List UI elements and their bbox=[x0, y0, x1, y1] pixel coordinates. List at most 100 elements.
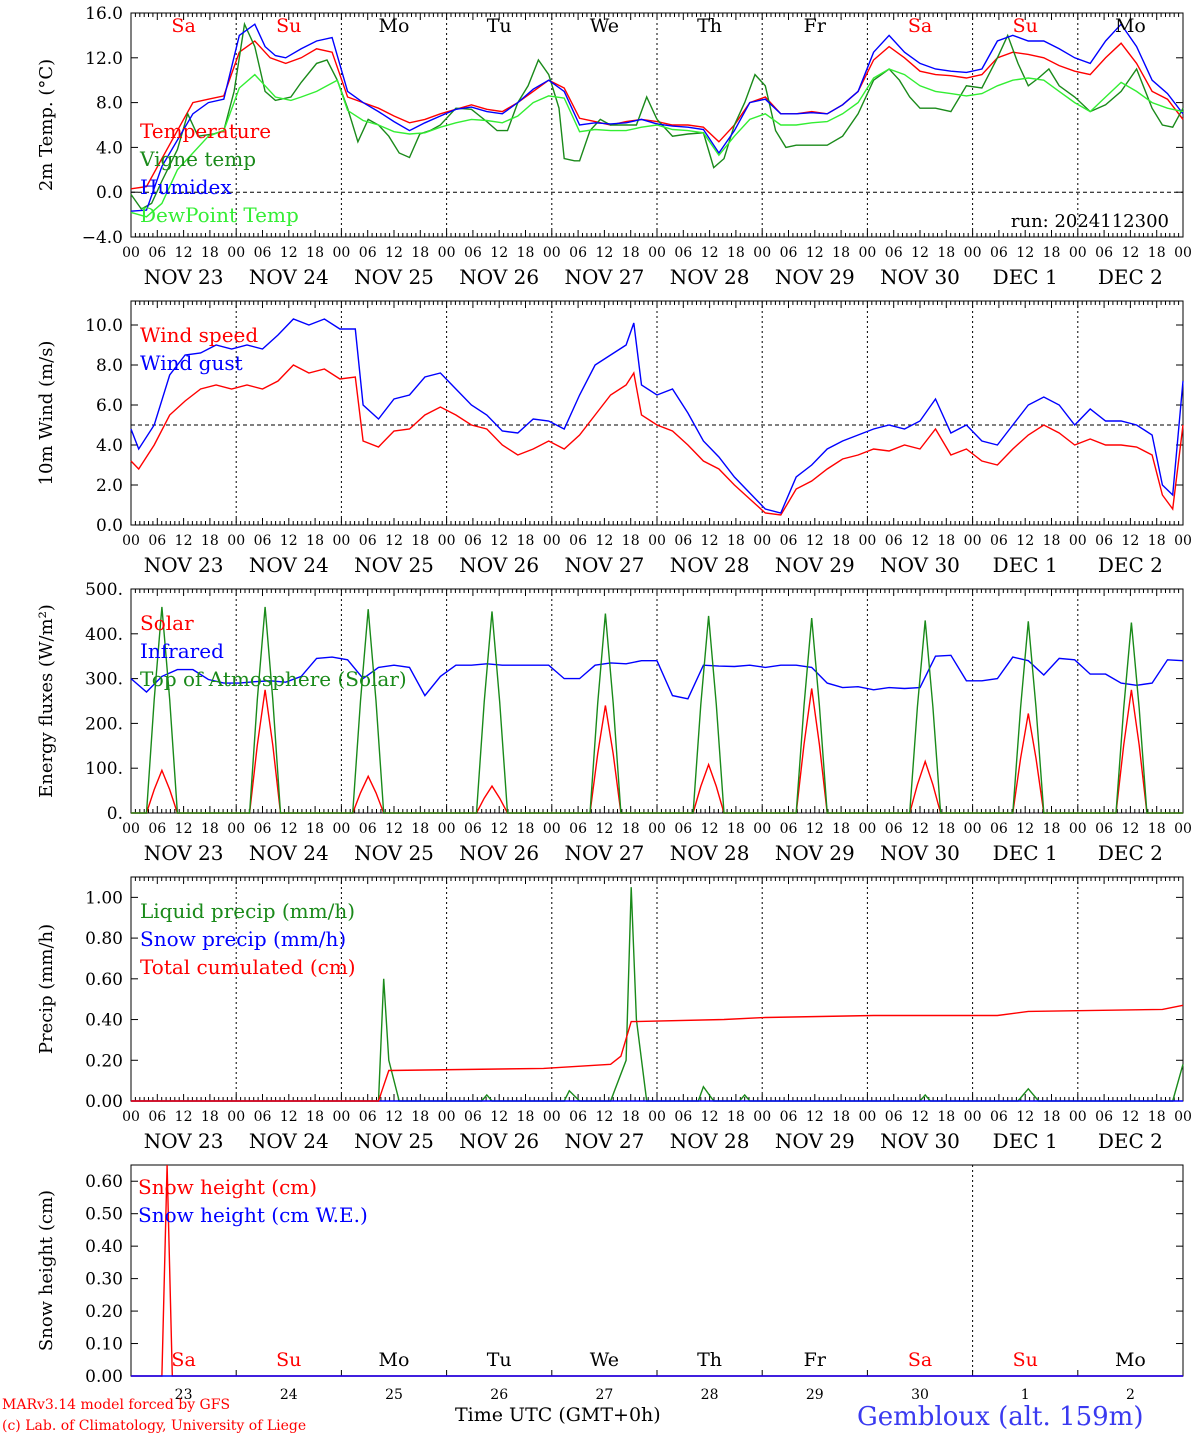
hour-tick-label: 06 bbox=[885, 821, 903, 837]
series-line bbox=[130, 318, 1184, 514]
y-tick-label: 8.0 bbox=[96, 94, 123, 114]
hour-tick-label: 12 bbox=[1121, 533, 1139, 549]
hour-tick-label: 06 bbox=[674, 1109, 692, 1125]
legend-entry: Wind speed bbox=[140, 323, 258, 347]
hour-tick-label: 18 bbox=[517, 533, 535, 549]
hour-tick-label: 18 bbox=[622, 821, 640, 837]
series-line bbox=[130, 40, 1184, 190]
hour-tick-label: 00 bbox=[1069, 245, 1087, 261]
hour-tick-label: 12 bbox=[911, 245, 929, 261]
date-label: NOV 29 bbox=[775, 1129, 855, 1153]
hour-tick-label: 00 bbox=[1174, 1109, 1192, 1125]
hour-tick-label: 06 bbox=[569, 1109, 587, 1125]
date-label: NOV 29 bbox=[775, 265, 855, 289]
hour-tick-label: 06 bbox=[674, 245, 692, 261]
date-label: NOV 28 bbox=[670, 265, 750, 289]
y-tick-label: 2.0 bbox=[96, 476, 123, 496]
hour-tick-label: 00 bbox=[858, 245, 876, 261]
legend-entry: Temperature bbox=[140, 119, 271, 143]
hour-tick-label: 00 bbox=[964, 533, 982, 549]
hour-tick-label: 00 bbox=[227, 1109, 245, 1125]
hour-tick-label: 00 bbox=[1069, 821, 1087, 837]
hour-tick-label: 00 bbox=[332, 1109, 350, 1125]
y-tick-label: 0.60 bbox=[85, 970, 123, 990]
date-label: NOV 23 bbox=[144, 1129, 224, 1153]
hour-tick-label: 12 bbox=[385, 533, 403, 549]
time-ticks bbox=[130, 589, 1184, 813]
hour-tick-label: 12 bbox=[1121, 1109, 1139, 1125]
hour-tick-label: 00 bbox=[753, 533, 771, 549]
hour-tick-label: 12 bbox=[595, 821, 613, 837]
hour-tick-label: 00 bbox=[753, 821, 771, 837]
weekday-label: Su bbox=[276, 1349, 301, 1371]
day-number-label: 23 bbox=[175, 1387, 193, 1403]
y-axis-label: 10m Wind (m/s) bbox=[36, 341, 57, 486]
hour-tick-label: 18 bbox=[727, 533, 745, 549]
hour-tick-label: 06 bbox=[464, 533, 482, 549]
hour-tick-label: 00 bbox=[543, 245, 561, 261]
hour-tick-label: 06 bbox=[254, 821, 272, 837]
hour-tick-label: 06 bbox=[464, 245, 482, 261]
hour-tick-label: 12 bbox=[595, 245, 613, 261]
hour-tick-label: 00 bbox=[753, 245, 771, 261]
y-tick-label: 0.30 bbox=[85, 1270, 123, 1290]
hour-tick-label: 18 bbox=[1148, 1109, 1166, 1125]
time-ticks bbox=[130, 13, 1184, 237]
hour-tick-label: 18 bbox=[201, 1109, 219, 1125]
hour-tick-label: 00 bbox=[1174, 533, 1192, 549]
y-tick-label: 100. bbox=[85, 759, 123, 779]
date-label: NOV 25 bbox=[354, 841, 434, 865]
hour-tick-label: 12 bbox=[806, 1109, 824, 1125]
hour-tick-label: 06 bbox=[990, 533, 1008, 549]
hour-tick-label: 06 bbox=[990, 245, 1008, 261]
hour-tick-label: 12 bbox=[1121, 821, 1139, 837]
hour-tick-label: 00 bbox=[1174, 245, 1192, 261]
weekday-label: Mo bbox=[1115, 1349, 1146, 1371]
hour-tick-label: 12 bbox=[1016, 245, 1034, 261]
hour-tick-label: 18 bbox=[201, 821, 219, 837]
hour-tick-label: 18 bbox=[1043, 533, 1061, 549]
y-tick-label: 0.20 bbox=[85, 1302, 123, 1322]
day-number-label: 2 bbox=[1126, 1387, 1135, 1403]
weekday-label: We bbox=[590, 15, 619, 37]
hour-tick-label: 12 bbox=[911, 1109, 929, 1125]
hour-tick-label: 06 bbox=[885, 1109, 903, 1125]
hour-tick-label: 06 bbox=[254, 533, 272, 549]
legend-entry: Snow height (cm W.E.) bbox=[138, 1203, 368, 1227]
panel-wind: 0.0 2.0 4.0 6.0 8.0 10.0 10m Wind (m/s) Wind sp… bbox=[36, 300, 1192, 577]
hour-tick-label: 06 bbox=[1095, 533, 1113, 549]
hour-tick-label: 00 bbox=[438, 245, 456, 261]
y-axis-label: Precip (mm/h) bbox=[36, 924, 57, 1054]
hour-tick-label: 12 bbox=[1016, 821, 1034, 837]
legend-entry: DewPoint Temp bbox=[140, 203, 299, 227]
day-number-label: 29 bbox=[806, 1387, 824, 1403]
hour-tick-label: 06 bbox=[464, 1109, 482, 1125]
y-axis-label: 2m Temp. (°C) bbox=[36, 59, 57, 191]
hour-tick-label: 12 bbox=[385, 821, 403, 837]
legend-entry: Vigne temp bbox=[139, 147, 256, 171]
hour-tick-label: 06 bbox=[569, 245, 587, 261]
hour-tick-label: 00 bbox=[332, 245, 350, 261]
hour-tick-label: 00 bbox=[227, 245, 245, 261]
hour-tick-label: 12 bbox=[490, 821, 508, 837]
hour-tick-label: 12 bbox=[1016, 533, 1034, 549]
y-axis-label: Energy fluxes (W/m²) bbox=[36, 604, 57, 798]
y-tick-label: 0.0 bbox=[96, 516, 123, 536]
y-tick-label: 0.00 bbox=[85, 1092, 123, 1112]
date-label: DEC 2 bbox=[1098, 265, 1163, 289]
hour-tick-label: 06 bbox=[1095, 245, 1113, 261]
hour-tick-label: 12 bbox=[1121, 245, 1139, 261]
hour-tick-label: 18 bbox=[727, 1109, 745, 1125]
hour-tick-label: 12 bbox=[175, 245, 193, 261]
hour-tick-label: 18 bbox=[517, 821, 535, 837]
weekday-label: Sa bbox=[171, 15, 195, 37]
y-tick-label: 200. bbox=[85, 714, 123, 734]
y-tick-label: 8.0 bbox=[96, 356, 123, 376]
weekday-label: We bbox=[590, 1349, 619, 1371]
series-line bbox=[131, 606, 1183, 814]
hour-tick-label: 18 bbox=[1043, 821, 1061, 837]
hour-tick-label: 18 bbox=[1043, 245, 1061, 261]
hour-tick-label: 06 bbox=[148, 1109, 166, 1125]
y-tick-label: 4.0 bbox=[96, 436, 123, 456]
weekday-label: Su bbox=[1013, 15, 1038, 37]
